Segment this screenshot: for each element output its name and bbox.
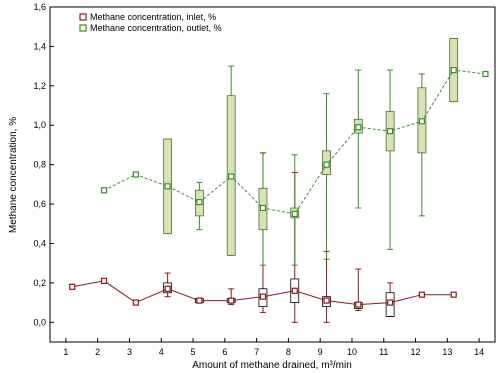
data-point-inlet — [196, 297, 203, 304]
legend-item-outlet: Methane concentration, outlet, % — [79, 23, 222, 33]
data-point-outlet — [259, 204, 267, 212]
data-point-outlet — [132, 171, 139, 178]
x-tick-label: 10 — [347, 347, 357, 357]
data-point-outlet — [387, 128, 394, 135]
x-tick-label: 12 — [411, 347, 421, 357]
x-tick-label: 3 — [127, 347, 132, 357]
legend-label-outlet: Methane concentration, outlet, % — [90, 23, 222, 33]
data-point-inlet — [164, 285, 171, 292]
legend-marker-inlet — [79, 13, 87, 21]
x-axis-label: Amount of methane drained, m³/min — [192, 360, 352, 371]
data-point-inlet — [291, 287, 298, 294]
x-tick-label: 7 — [254, 347, 259, 357]
x-tick-label: 13 — [442, 347, 452, 357]
series-outlet — [100, 38, 489, 266]
x-tick-label: 14 — [474, 347, 484, 357]
y-tick-label: 1,0 — [33, 120, 46, 130]
axes-layer: 1 2 3 4 5 6 7 8 9 10 11 12 13 140,00,20,40,60,81,01,2… — [33, 2, 484, 357]
data-point-outlet — [291, 210, 298, 218]
y-tick-label: 0,0 — [33, 317, 46, 327]
x-tick-label: 2 — [95, 347, 100, 357]
data-point-inlet — [450, 291, 457, 298]
x-tick-label: 4 — [159, 347, 164, 357]
plot-area — [49, 6, 496, 343]
series-inlet — [69, 152, 457, 323]
data-point-inlet — [418, 291, 425, 298]
data-point-outlet — [323, 161, 330, 168]
y-tick-label: 1,6 — [33, 2, 46, 12]
x-tick-label: 1 — [63, 347, 68, 357]
x-tick-label: 8 — [286, 347, 291, 357]
legend: Methane concentration, inlet, % Methane … — [79, 12, 222, 33]
y-tick-label: 0,4 — [33, 238, 46, 248]
legend-marker-outlet — [79, 24, 87, 32]
data-point-outlet — [355, 124, 362, 131]
data-point-inlet — [259, 293, 267, 300]
y-tick-label: 0,2 — [33, 278, 46, 288]
data-point-inlet — [355, 301, 362, 308]
y-axis-label: Methane concentration, % — [8, 117, 19, 233]
data-point-outlet — [164, 183, 171, 190]
data-point-outlet — [228, 173, 235, 180]
legend-item-inlet: Methane concentration, inlet, % — [79, 12, 216, 22]
data-point-inlet — [228, 297, 235, 304]
data-point-outlet — [482, 70, 489, 78]
data-point-outlet — [450, 66, 457, 74]
legend-label-inlet: Methane concentration, inlet, % — [90, 12, 216, 22]
data-point-inlet — [100, 277, 108, 285]
data-point-outlet — [196, 198, 203, 206]
data-point-inlet — [387, 299, 394, 306]
data-point-inlet — [323, 297, 330, 304]
x-tick-label: 6 — [222, 347, 227, 357]
x-tick-label: 5 — [191, 347, 196, 357]
y-tick-label: 0,6 — [33, 199, 46, 209]
data-point-outlet — [418, 118, 425, 125]
y-tick-label: 1,4 — [33, 41, 46, 51]
data-point-inlet — [132, 299, 139, 306]
y-tick-label: 1,2 — [33, 81, 46, 91]
x-tick-label: 9 — [318, 347, 323, 357]
x-tick-label: 11 — [379, 347, 388, 357]
data-point-outlet — [100, 187, 108, 194]
y-tick-label: 0,8 — [33, 160, 46, 170]
series-layer — [69, 38, 489, 323]
data-point-inlet — [69, 283, 76, 290]
